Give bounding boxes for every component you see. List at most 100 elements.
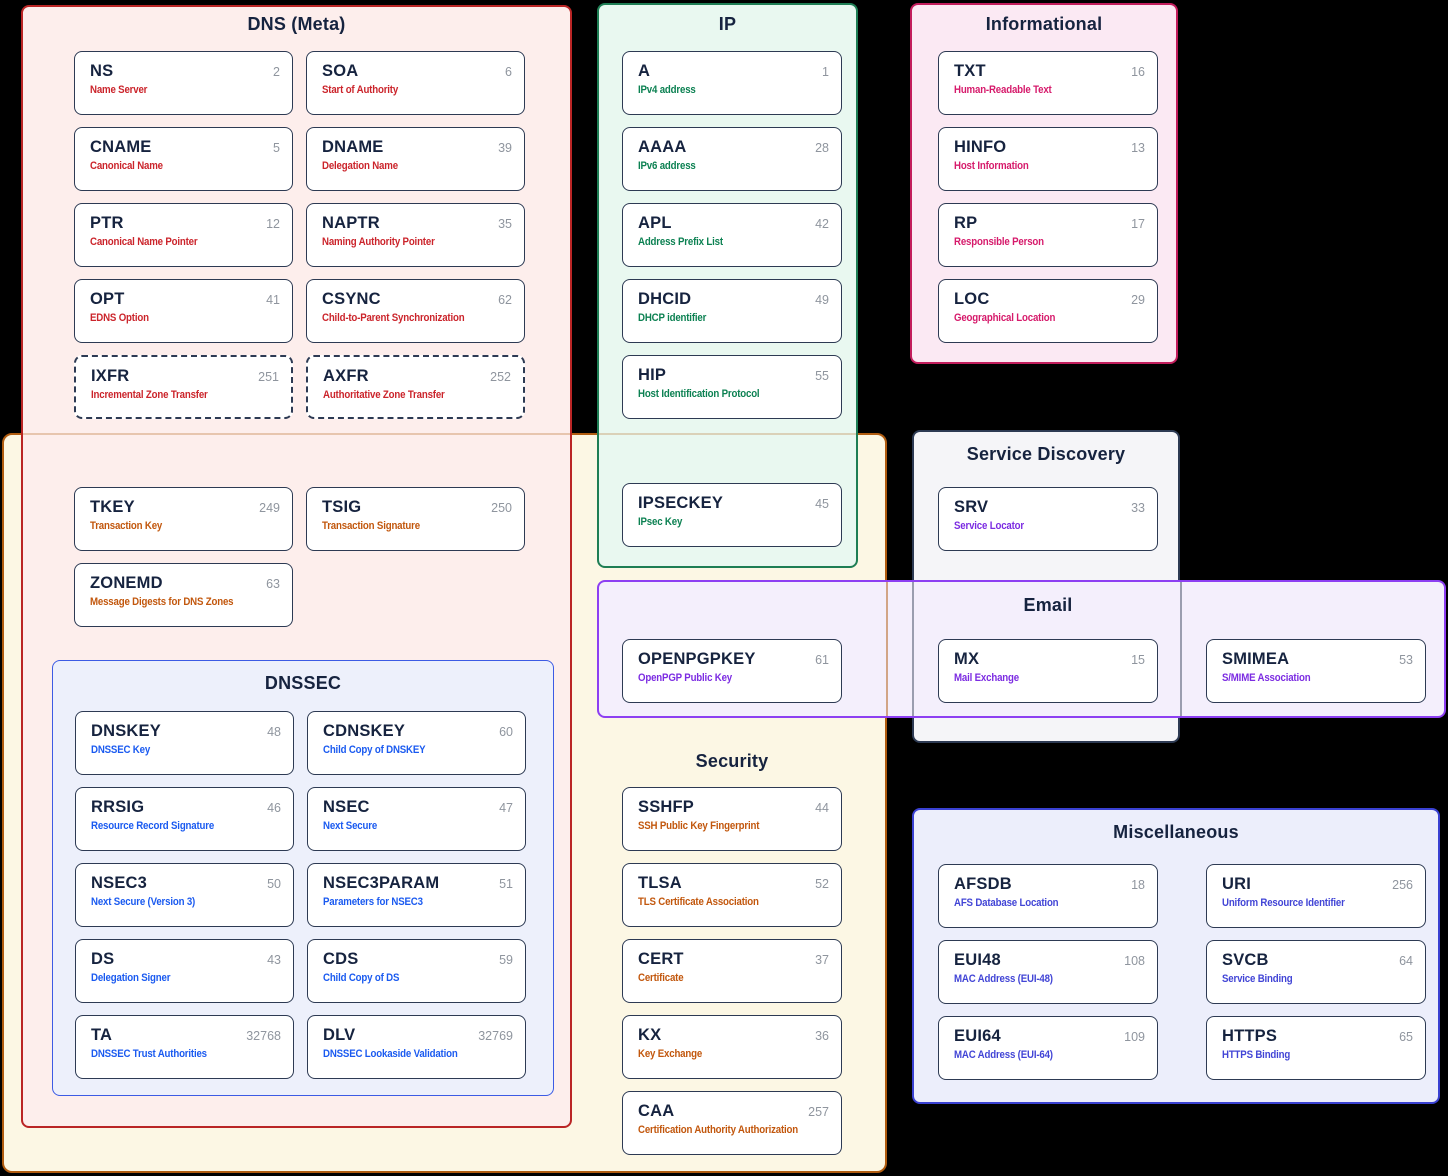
section-miscellaneous: Miscellaneous AFSDB 18 AFS Database Locati… [912, 808, 1440, 1104]
record-card-cname[interactable]: CNAME 5 Canonical Name [74, 127, 293, 191]
record-card-head: RP 17 [954, 214, 1145, 232]
record-card-caa[interactable]: CAA 257 Certification Authority Authorizat… [622, 1091, 842, 1155]
record-card-tlsa[interactable]: TLSA 52 TLS Certificate Association [622, 863, 842, 927]
record-card-head: PTR 12 [90, 214, 280, 232]
record-code: DS [91, 950, 115, 968]
record-card-eui48[interactable]: EUI48 108 MAC Address (EUI-48) [938, 940, 1158, 1004]
record-card-afsdb[interactable]: AFSDB 18 AFS Database Location [938, 864, 1158, 928]
record-card-head: TKEY 249 [90, 498, 280, 516]
record-card-uri[interactable]: URI 256 Uniform Resource Identifier [1206, 864, 1426, 928]
record-card-nsec3param[interactable]: NSEC3PARAM 51 Parameters for NSEC3 [307, 863, 526, 927]
record-card-head: URI 256 [1222, 875, 1413, 893]
mx-card-grid: MX 15 Mail Exchange [938, 639, 1158, 703]
record-card-dnskey[interactable]: DNSKEY 48 DNSSEC Key [75, 711, 294, 775]
record-code: APL [638, 214, 672, 232]
record-description: Uniform Resource Identifier [1222, 897, 1345, 910]
record-card-nsec[interactable]: NSEC 47 Next Secure [307, 787, 526, 851]
record-card-dname[interactable]: DNAME 39 Delegation Name [306, 127, 525, 191]
record-card-cdnskey[interactable]: CDNSKEY 60 Child Copy of DNSKEY [307, 711, 526, 775]
record-card-kx[interactable]: KX 36 Key Exchange [622, 1015, 842, 1079]
record-number: 52 [815, 877, 829, 891]
record-card-dhcid[interactable]: DHCID 49 DHCP identifier [622, 279, 842, 343]
record-description: TLS Certificate Association [638, 896, 759, 909]
record-card-head: CERT 37 [638, 950, 829, 968]
record-card-zonemd[interactable]: ZONEMD 63 Message Digests for DNS Zones [74, 563, 293, 627]
record-code: TA [91, 1026, 113, 1044]
record-code: RP [954, 214, 978, 232]
section-title-email: Email [1023, 595, 1073, 615]
record-card-soa[interactable]: SOA 6 Start of Authority [306, 51, 525, 115]
record-card-head: CAA 257 [638, 1102, 829, 1120]
record-card-ixfr[interactable]: IXFR 251 Incremental Zone Transfer [74, 355, 293, 419]
record-card-ns[interactable]: NS 2 Name Server [74, 51, 293, 115]
record-card-hip[interactable]: HIP 55 Host Identification Protocol [622, 355, 842, 419]
record-card-loc[interactable]: LOC 29 Geographical Location [938, 279, 1158, 343]
record-description: Host Identification Protocol [638, 388, 760, 401]
record-card-axfr[interactable]: AXFR 252 Authoritative Zone Transfer [306, 355, 525, 419]
record-card-head: DNAME 39 [322, 138, 512, 156]
record-card-cert[interactable]: CERT 37 Certificate [622, 939, 842, 1003]
record-card-ta[interactable]: TA 32768 DNSSEC Trust Authorities [75, 1015, 294, 1079]
record-number: 61 [815, 653, 829, 667]
record-description: Next Secure (Version 3) [91, 896, 196, 909]
record-card-ipseckey[interactable]: IPSECKEY 45 IPsec Key [622, 483, 842, 547]
record-code: ZONEMD [90, 574, 163, 592]
record-code: SMIMEA [1222, 650, 1290, 668]
record-description: MAC Address (EUI-48) [954, 973, 1053, 986]
record-card-csync[interactable]: CSYNC 62 Child-to-Parent Synchronization [306, 279, 525, 343]
record-card-naptr[interactable]: NAPTR 35 Naming Authority Pointer [306, 203, 525, 267]
record-description: Message Digests for DNS Zones [90, 596, 234, 609]
record-description: Service Binding [1222, 973, 1293, 986]
record-card-head: AAAA 28 [638, 138, 829, 156]
record-card-hinfo[interactable]: HINFO 13 Host Information [938, 127, 1158, 191]
record-number: 5 [273, 141, 280, 155]
record-number: 36 [815, 1029, 829, 1043]
record-card-aaaa[interactable]: AAAA 28 IPv6 address [622, 127, 842, 191]
record-card-tkey[interactable]: TKEY 249 Transaction Key [74, 487, 293, 551]
record-card-srv[interactable]: SRV 33 Service Locator [938, 487, 1158, 551]
record-number: 65 [1399, 1030, 1413, 1044]
record-card-mx[interactable]: MX 15 Mail Exchange [938, 639, 1158, 703]
section-title-security: Security [695, 751, 769, 771]
record-description: Next Secure [323, 820, 378, 833]
record-description: EDNS Option [90, 312, 149, 325]
record-card-tsig[interactable]: TSIG 250 Transaction Signature [306, 487, 525, 551]
record-card-cds[interactable]: CDS 59 Child Copy of DS [307, 939, 526, 1003]
record-card-sshfp[interactable]: SSHFP 44 SSH Public Key Fingerprint [622, 787, 842, 851]
record-description: Resource Record Signature [91, 820, 215, 833]
record-number: 45 [815, 497, 829, 511]
ipseckey-card-grid: IPSECKEY 45 IPsec Key [622, 483, 842, 547]
record-card-eui64[interactable]: EUI64 109 MAC Address (EUI-64) [938, 1016, 1158, 1080]
record-card-txt[interactable]: TXT 16 Human-Readable Text [938, 51, 1158, 115]
record-card-openpgpkey[interactable]: OPENPGPKEY 61 OpenPGP Public Key [622, 639, 842, 703]
record-card-head: NAPTR 35 [322, 214, 512, 232]
record-code: DNSKEY [91, 722, 161, 740]
record-description: Certificate [638, 972, 684, 985]
record-card-apl[interactable]: APL 42 Address Prefix List [622, 203, 842, 267]
record-card-svcb[interactable]: SVCB 64 Service Binding [1206, 940, 1426, 1004]
record-card-ptr[interactable]: PTR 12 Canonical Name Pointer [74, 203, 293, 267]
section-title-dnssec: DNSSEC [264, 673, 342, 693]
record-code: TXT [954, 62, 986, 80]
smimea-card-grid: SMIMEA 53 S/MIME Association [1206, 639, 1426, 703]
record-card-rrsig[interactable]: RRSIG 46 Resource Record Signature [75, 787, 294, 851]
record-number: 41 [266, 293, 280, 307]
record-card-head: TXT 16 [954, 62, 1145, 80]
record-card-smimea[interactable]: SMIMEA 53 S/MIME Association [1206, 639, 1426, 703]
miscellaneous-card-grid: AFSDB 18 AFS Database Location URI 256 Unifor… [938, 864, 1426, 1080]
record-description: Address Prefix List [638, 236, 723, 249]
record-card-opt[interactable]: OPT 41 EDNS Option [74, 279, 293, 343]
record-card-rp[interactable]: RP 17 Responsible Person [938, 203, 1158, 267]
record-card-head: DNSKEY 48 [91, 722, 281, 740]
record-card-dlv[interactable]: DLV 32769 DNSSEC Lookaside Validation [307, 1015, 526, 1079]
record-number: 32769 [478, 1029, 513, 1043]
section-title-ip: IP [718, 14, 737, 34]
record-description: S/MIME Association [1222, 672, 1311, 685]
record-card-head: CNAME 5 [90, 138, 280, 156]
record-card-ds[interactable]: DS 43 Delegation Signer [75, 939, 294, 1003]
record-card-nsec3[interactable]: NSEC3 50 Next Secure (Version 3) [75, 863, 294, 927]
record-card-https[interactable]: HTTPS 65 HTTPS Binding [1206, 1016, 1426, 1080]
record-number: 257 [808, 1105, 829, 1119]
record-card-a[interactable]: A 1 IPv4 address [622, 51, 842, 115]
